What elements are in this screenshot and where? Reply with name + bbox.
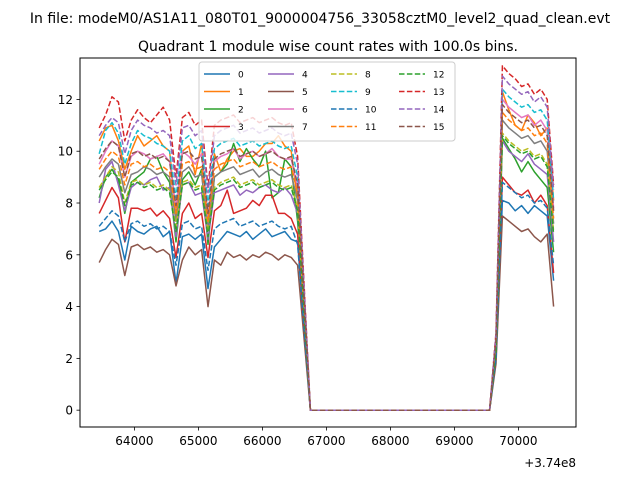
legend-label-7: 7 [302, 123, 308, 133]
series-line-14 [98, 75, 555, 411]
series-line-10 [98, 181, 555, 411]
legend-label-9: 9 [365, 88, 371, 98]
y-tick-label: 12 [58, 93, 73, 107]
legend-label-0: 0 [238, 71, 244, 81]
legend-label-3: 3 [238, 123, 244, 133]
x-tick-label: 68000 [371, 434, 409, 448]
y-tick-label: 8 [65, 197, 73, 211]
x-tick-label: 67000 [307, 434, 345, 448]
series-line-4 [98, 140, 555, 411]
legend-label-8: 8 [365, 71, 371, 81]
series-line-8 [98, 132, 555, 411]
x-tick-label: 65000 [179, 434, 217, 448]
x-tick-label: 66000 [243, 434, 281, 448]
series-line-5 [98, 215, 555, 411]
series-line-9 [98, 88, 555, 411]
chart-title: Quadrant 1 module wise count rates with … [138, 39, 518, 55]
series-layer [98, 65, 555, 411]
legend-label-5: 5 [302, 88, 308, 98]
series-line-7 [98, 119, 555, 411]
y-tick-label: 10 [58, 145, 73, 159]
legend-label-4: 4 [302, 71, 308, 81]
x-tick-label: 69000 [435, 434, 473, 448]
legend-label-11: 11 [365, 123, 376, 133]
y-tick-label: 2 [65, 352, 73, 366]
series-line-15 [98, 103, 555, 411]
legend-label-2: 2 [238, 106, 244, 116]
y-tick-label: 0 [65, 404, 73, 418]
series-line-0 [98, 199, 555, 411]
legend-label-12: 12 [433, 71, 444, 81]
x-tick-label: 70000 [499, 434, 537, 448]
series-line-12 [98, 134, 555, 411]
y-tick-label: 4 [65, 300, 73, 314]
series-line-2 [98, 137, 555, 411]
x-tick-label: 64000 [115, 434, 153, 448]
legend-label-14: 14 [433, 106, 445, 116]
x-offset-label: +3.74e8 [524, 456, 576, 470]
series-line-11 [98, 111, 555, 411]
legend-label-15: 15 [433, 123, 444, 133]
series-line-6 [98, 98, 555, 411]
y-tick-label: 6 [65, 248, 73, 262]
legend-label-6: 6 [302, 106, 308, 116]
legend-label-10: 10 [365, 106, 377, 116]
plot-frame [79, 57, 577, 428]
series-line-3 [98, 176, 555, 411]
figure-suptitle: In file: modeM0/AS1A11_080T01_9000004756… [30, 11, 611, 27]
legend-label-1: 1 [238, 88, 244, 98]
x-axis: 64000 65000 66000 67000 68000 69000 70000 [115, 427, 537, 448]
legend-label-13: 13 [433, 88, 444, 98]
series-line-13 [98, 65, 555, 411]
legend-frame [198, 61, 456, 142]
y-axis: 0 2 4 6 8 10 12 [58, 93, 80, 418]
